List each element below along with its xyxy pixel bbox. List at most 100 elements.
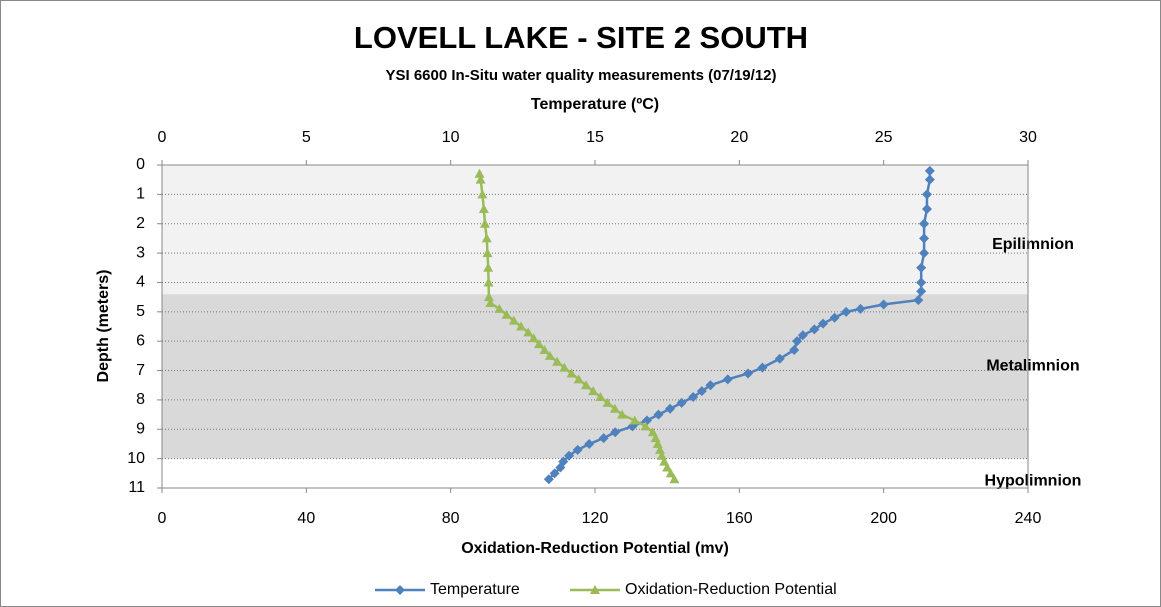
point: [924, 174, 935, 185]
point: [580, 380, 591, 390]
point: [919, 248, 930, 259]
point: [477, 189, 488, 199]
point: [610, 427, 621, 438]
layer-band: [162, 294, 1028, 459]
point: [916, 277, 927, 288]
point: [921, 204, 932, 215]
point: [924, 165, 935, 176]
y-tick-label: 10: [127, 450, 145, 467]
y-tick-label: 4: [136, 274, 145, 291]
point: [534, 339, 545, 349]
point: [676, 397, 687, 408]
point: [696, 386, 707, 397]
legend-label: Oxidation-Reduction Potential: [625, 581, 837, 598]
layer-shading: [162, 165, 1028, 488]
point: [595, 391, 606, 401]
point: [552, 356, 563, 366]
point: [481, 233, 492, 243]
point: [478, 204, 489, 214]
x-tick-label: 120: [582, 510, 609, 527]
point: [916, 286, 927, 297]
point: [797, 330, 808, 341]
point: [640, 421, 651, 431]
point: [654, 444, 665, 454]
point: [792, 336, 803, 347]
y-tick-label: 9: [136, 420, 145, 437]
point: [555, 462, 566, 473]
y-tick-label: 6: [136, 332, 145, 349]
layer-label: Hypolimnion: [985, 473, 1082, 490]
layer-label: Metalimnion: [986, 358, 1079, 375]
point: [598, 433, 609, 444]
x-tick-label: 200: [870, 510, 897, 527]
y-tick-label: 3: [136, 244, 145, 261]
point: [516, 321, 527, 331]
point: [544, 350, 555, 360]
point: [508, 315, 519, 325]
point: [485, 298, 496, 308]
legend-marker: [395, 585, 405, 595]
point: [669, 474, 680, 484]
point: [841, 306, 852, 317]
point: [528, 333, 539, 343]
layer-band: [162, 458, 1028, 488]
legend-marker: [590, 585, 600, 594]
y-tick-label: 2: [136, 215, 145, 232]
x2-tick-label: 30: [1019, 129, 1037, 146]
x-axis-label: Oxidation-Reduction Potential (mv): [461, 540, 729, 557]
point: [483, 292, 494, 302]
point: [916, 262, 927, 273]
point: [818, 318, 829, 329]
point: [921, 189, 932, 200]
x2-tick-label: 10: [442, 129, 460, 146]
x-tick-label: 160: [726, 510, 753, 527]
point: [483, 262, 494, 272]
y-tick-label: 5: [136, 303, 145, 320]
x2-tick-label: 0: [158, 129, 167, 146]
point: [523, 327, 534, 337]
point: [564, 450, 575, 461]
point: [641, 415, 652, 426]
point: [789, 344, 800, 355]
point: [494, 303, 505, 313]
point: [479, 218, 490, 228]
point: [665, 468, 676, 478]
layer-band: [162, 165, 1028, 295]
point: [572, 444, 583, 455]
y-tick-label: 11: [128, 479, 145, 496]
point: [549, 468, 560, 479]
point: [609, 403, 620, 413]
point: [629, 415, 640, 425]
x-tick-label: 40: [297, 510, 315, 527]
point: [588, 386, 599, 396]
point: [543, 474, 554, 485]
x-tick-label: 0: [158, 510, 167, 527]
point: [774, 353, 785, 364]
point: [919, 233, 930, 244]
x-tick-label: 240: [1015, 510, 1042, 527]
point: [829, 312, 840, 323]
point: [539, 344, 550, 354]
point: [501, 309, 512, 319]
point: [913, 295, 924, 306]
point: [584, 438, 595, 449]
point: [573, 374, 584, 384]
x2-tick-label: 25: [875, 129, 893, 146]
x2-tick-label: 5: [302, 129, 311, 146]
point: [475, 174, 486, 184]
x2-tick-label: 20: [730, 129, 748, 146]
y-tick-label: 0: [136, 156, 145, 173]
point: [559, 362, 570, 372]
x2-axis-label: Temperature (ºC): [531, 96, 659, 113]
x-tick-label: 80: [442, 510, 460, 527]
point: [742, 368, 753, 379]
y-tick-label: 1: [136, 186, 145, 203]
y-tick-label: 7: [136, 362, 145, 379]
point: [919, 218, 930, 229]
point: [482, 248, 493, 258]
point: [474, 168, 485, 178]
point: [809, 324, 820, 335]
y-tick-label: 8: [136, 391, 145, 408]
point: [688, 391, 699, 402]
